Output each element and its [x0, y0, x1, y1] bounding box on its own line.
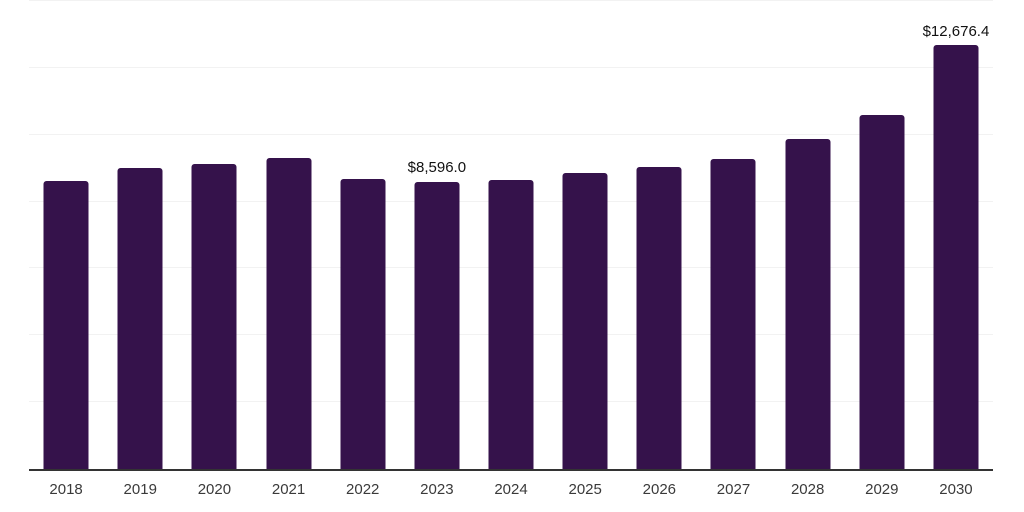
- bar-column-2030: $12,676.4: [919, 0, 993, 469]
- bar-2022[interactable]: [340, 178, 386, 469]
- x-tick-label-2018: 2018: [49, 481, 83, 498]
- bar-2023[interactable]: [414, 181, 460, 469]
- bar-value-label-2030: $12,676.4: [922, 22, 990, 40]
- bar-2020[interactable]: [191, 163, 237, 469]
- x-tick-label-2019: 2019: [123, 481, 157, 498]
- plot-area: $8,596.0 $12,676.4: [29, 0, 993, 469]
- bar-2021[interactable]: [266, 157, 312, 469]
- bar-2025[interactable]: [562, 172, 608, 469]
- bar-column-2027: [696, 0, 770, 469]
- bar-column-2023: $8,596.0: [400, 0, 474, 469]
- x-tick-label-2020: 2020: [197, 481, 232, 498]
- x-tick-label-2024: 2024: [494, 481, 528, 498]
- bar-column-2029: [845, 0, 919, 469]
- bar-column-2021: [251, 0, 325, 469]
- bar-column-2020: [177, 0, 251, 469]
- x-axis-line: [29, 469, 993, 471]
- bar-2018[interactable]: [43, 180, 89, 469]
- x-tick-label-2022: 2022: [346, 481, 380, 498]
- bar-column-2019: [103, 0, 177, 469]
- bar-2028[interactable]: [785, 138, 831, 469]
- bar-value-label-2023: $8,596.0: [407, 159, 467, 177]
- bar-2024[interactable]: [488, 179, 534, 469]
- bar-2030[interactable]: [933, 45, 979, 469]
- x-tick-label-2029: 2029: [865, 481, 899, 498]
- x-axis-tick-labels: 2018 2019 2020 2021 2022 2023 2024 2025 2026 2027…: [29, 481, 993, 499]
- gridline: [29, 133, 993, 135]
- gridline: [29, 0, 993, 2]
- x-tick-label-2030: 2030: [939, 481, 973, 498]
- bar-2029[interactable]: [859, 114, 905, 469]
- gridline: [29, 66, 993, 68]
- bar-2026[interactable]: [636, 166, 682, 469]
- x-tick-label-2028: 2028: [790, 481, 825, 498]
- bar-2019[interactable]: [117, 167, 163, 469]
- bar-column-2025: [548, 0, 622, 469]
- x-tick-label-2026: 2026: [642, 481, 677, 498]
- bar-column-2024: [474, 0, 548, 469]
- x-tick-label-2023: 2023: [420, 481, 454, 498]
- bar-2027[interactable]: [710, 158, 756, 469]
- bar-column-2028: [771, 0, 845, 469]
- bar-column-2022: [326, 0, 400, 469]
- x-tick-label-2025: 2025: [568, 481, 602, 498]
- bar-column-2018: [29, 0, 103, 469]
- x-tick-label-2027: 2027: [716, 481, 751, 498]
- bar-column-2026: [622, 0, 696, 469]
- x-tick-label-2021: 2021: [271, 481, 306, 498]
- bar-columns: $8,596.0 $12,676.4: [29, 0, 993, 469]
